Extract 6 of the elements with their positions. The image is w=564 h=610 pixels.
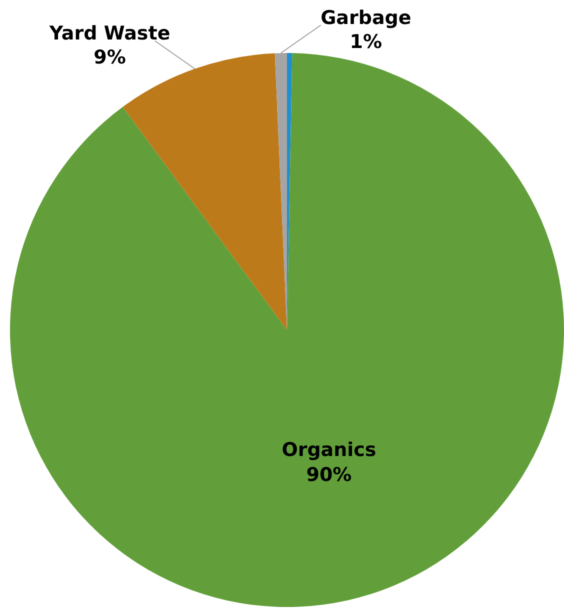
- slice-label: Yard Waste: [48, 22, 170, 45]
- slice-label: Organics: [282, 438, 376, 461]
- data-label: 9%: [94, 46, 126, 69]
- data-label: 1%: [350, 31, 382, 54]
- data-label: 90%: [306, 464, 352, 486]
- slice-label: Garbage: [320, 7, 412, 30]
